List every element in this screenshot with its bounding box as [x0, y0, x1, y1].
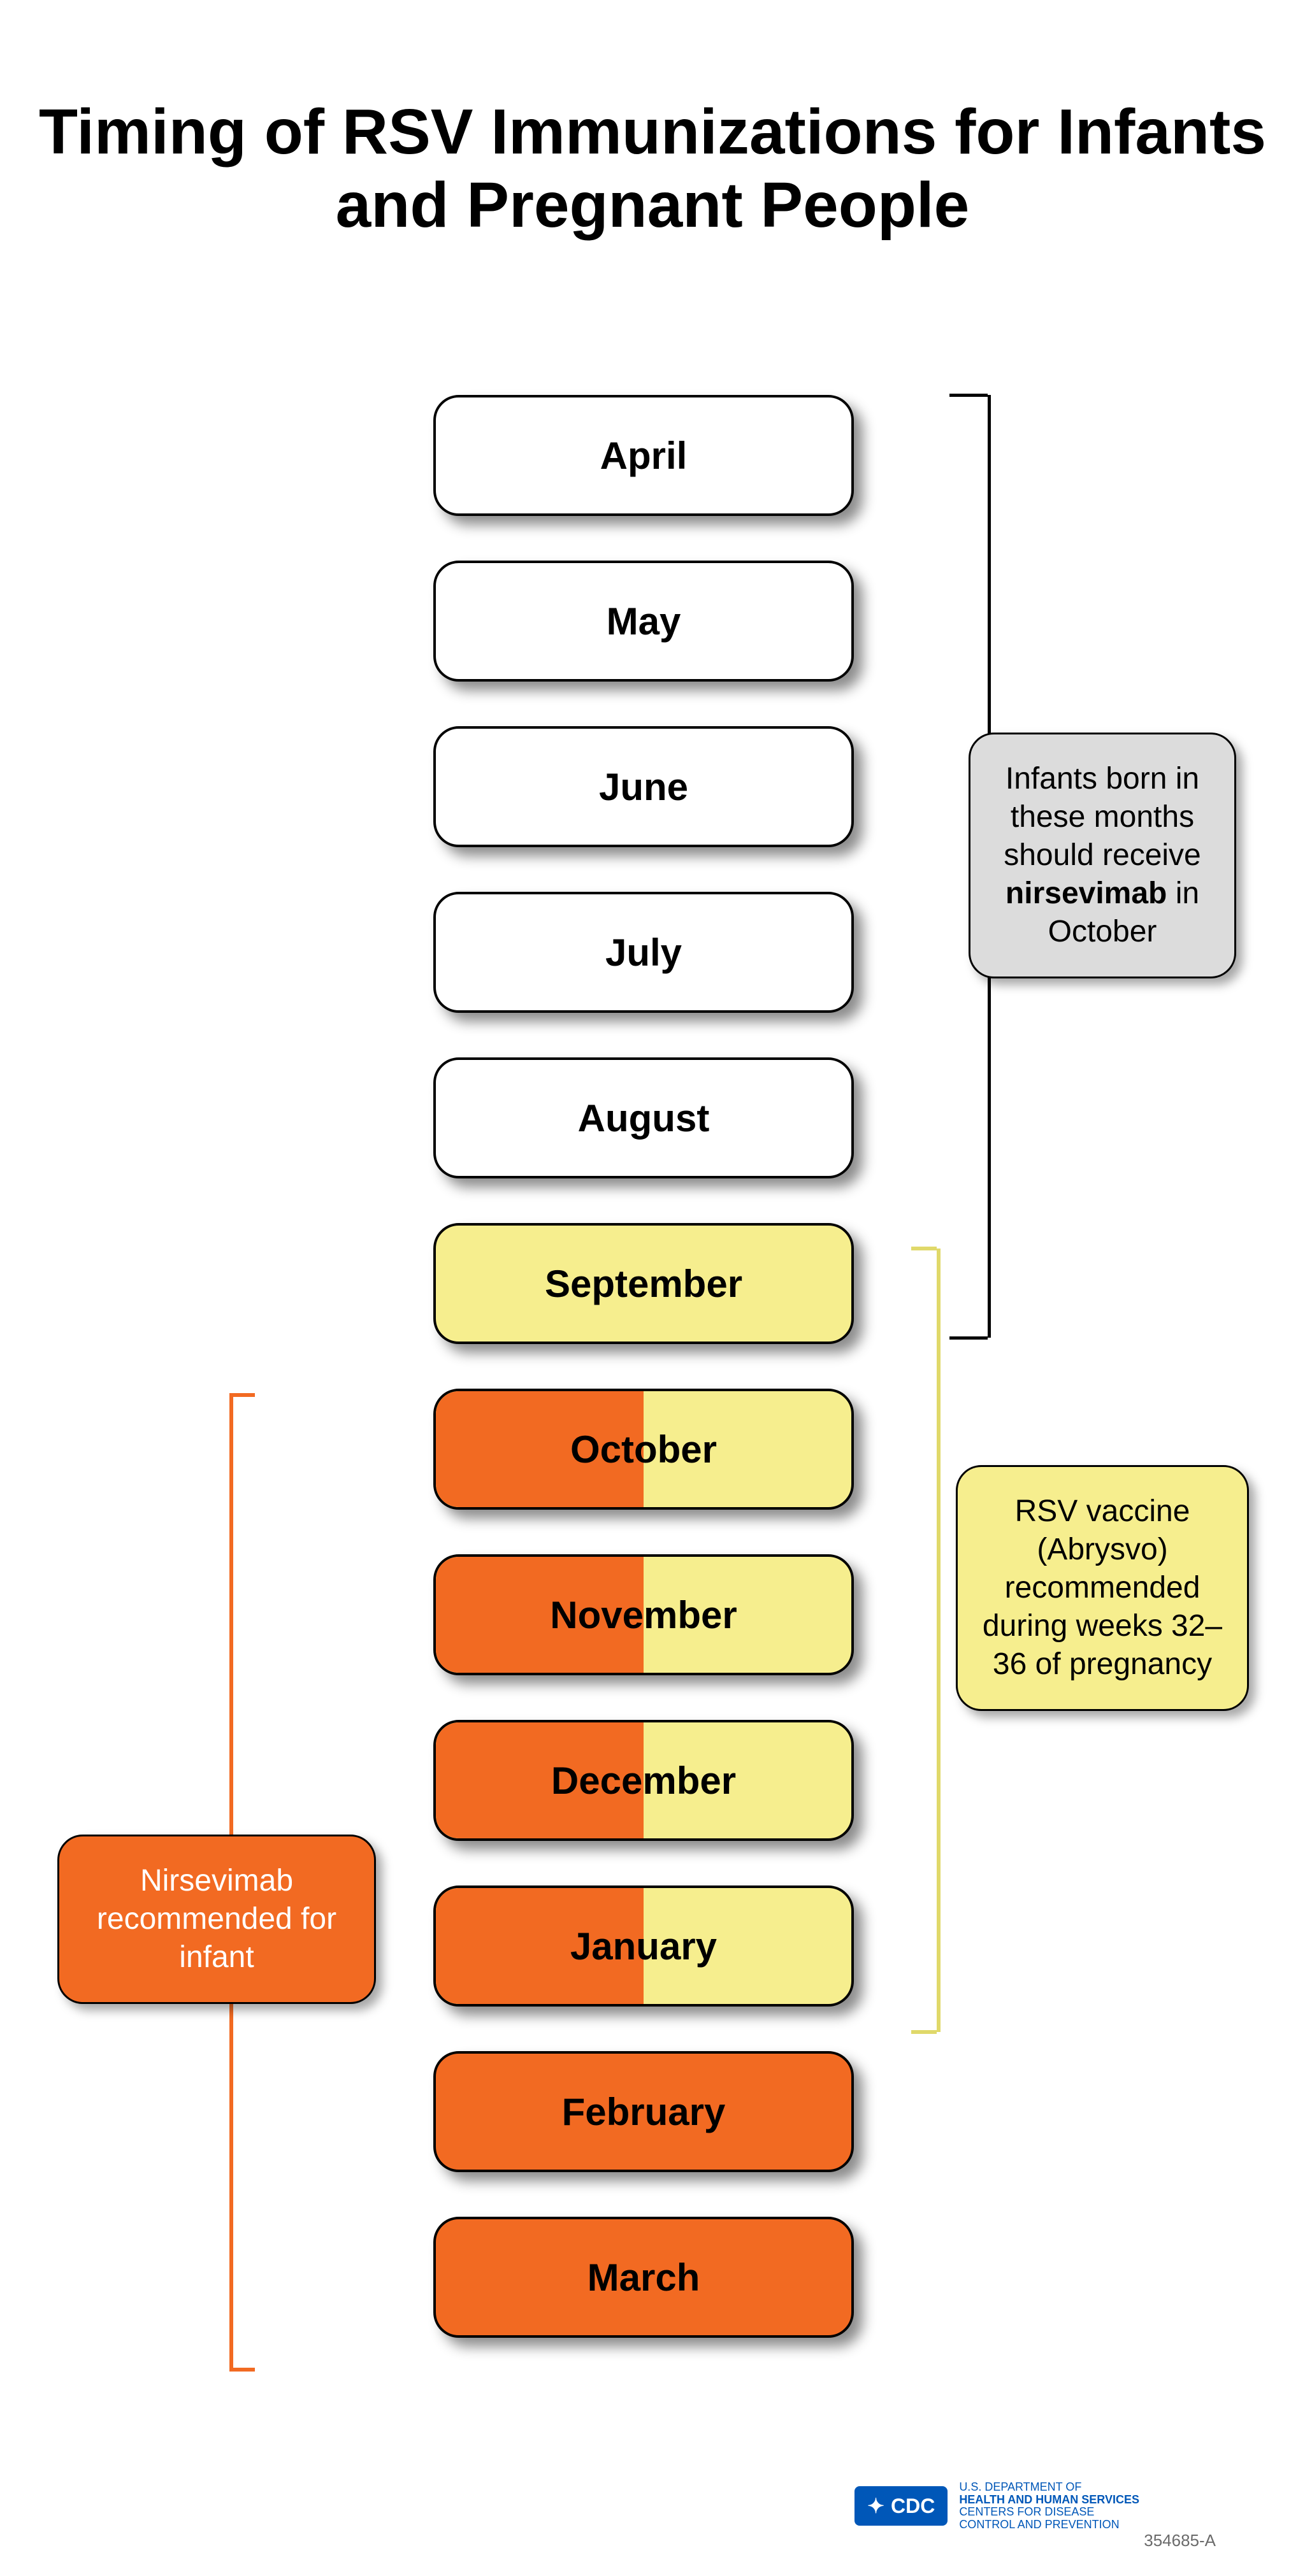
callout-text-part: nirsevimab [1006, 877, 1167, 910]
month-box-july: July [433, 892, 854, 1013]
document-id: 354685-A [1144, 2531, 1216, 2551]
cdc-line: CENTERS FOR DISEASE [959, 2506, 1139, 2519]
cdc-line: U.S. DEPARTMENT OF [959, 2481, 1139, 2494]
callout-nirsevimab: Nirsevimab recommended for infant [57, 1835, 376, 2004]
bracket-cap [949, 394, 988, 397]
hhs-icon: ✦ [867, 2494, 884, 2518]
month-label: May [607, 599, 681, 643]
month-box-march: March [433, 2217, 854, 2338]
title-text: Timing of RSV Immunizations for Infants … [39, 96, 1266, 241]
month-label: January [570, 1924, 717, 1968]
callout-abrysvo: RSV vaccine (Abrysvo) recommended during… [956, 1465, 1249, 1711]
month-label: July [605, 931, 682, 975]
bracket-cap [229, 1393, 255, 1397]
month-box-october: October [433, 1389, 854, 1510]
month-label: November [550, 1593, 737, 1637]
cdc-badge: ✦ CDC [854, 2486, 948, 2526]
bracket-line [937, 1249, 941, 2032]
month-box-april: April [433, 395, 854, 516]
bracket-cap [949, 1336, 988, 1340]
bracket-cap [911, 1247, 937, 1250]
cdc-text-block: U.S. DEPARTMENT OF HEALTH AND HUMAN SERV… [959, 2481, 1139, 2531]
month-label: August [578, 1096, 710, 1140]
bracket-cap [229, 2368, 255, 2372]
month-label: June [599, 765, 688, 809]
callout-text-part: Infants born in these months should rece… [1004, 762, 1201, 872]
page-title: Timing of RSV Immunizations for Infants … [0, 96, 1305, 242]
month-label: October [570, 1428, 717, 1471]
month-label: April [600, 434, 688, 478]
cdc-badge-text: CDC [891, 2494, 935, 2518]
month-box-may: May [433, 561, 854, 682]
cdc-logo: ✦ CDC U.S. DEPARTMENT OF HEALTH AND HUMA… [854, 2481, 1139, 2531]
month-box-august: August [433, 1057, 854, 1178]
cdc-line: HEALTH AND HUMAN SERVICES [959, 2494, 1139, 2507]
callout-infants-born: Infants born in these months should rece… [969, 733, 1236, 978]
callout-text: Nirsevimab recommended for infant [97, 1864, 336, 1974]
month-label: September [545, 1262, 742, 1306]
bracket-cap [911, 2030, 937, 2034]
month-label: December [551, 1759, 736, 1803]
month-box-september: September [433, 1223, 854, 1344]
month-box-december: December [433, 1720, 854, 1841]
month-label: February [562, 2090, 726, 2134]
month-column: April May June July August September October No… [433, 395, 854, 2382]
month-box-february: February [433, 2051, 854, 2172]
month-box-january: January [433, 1885, 854, 2007]
month-label: March [588, 2256, 700, 2300]
callout-text: RSV vaccine (Abrysvo) recommended during… [983, 1494, 1222, 1681]
month-box-june: June [433, 726, 854, 847]
month-box-november: November [433, 1554, 854, 1675]
cdc-line: CONTROL AND PREVENTION [959, 2519, 1139, 2531]
